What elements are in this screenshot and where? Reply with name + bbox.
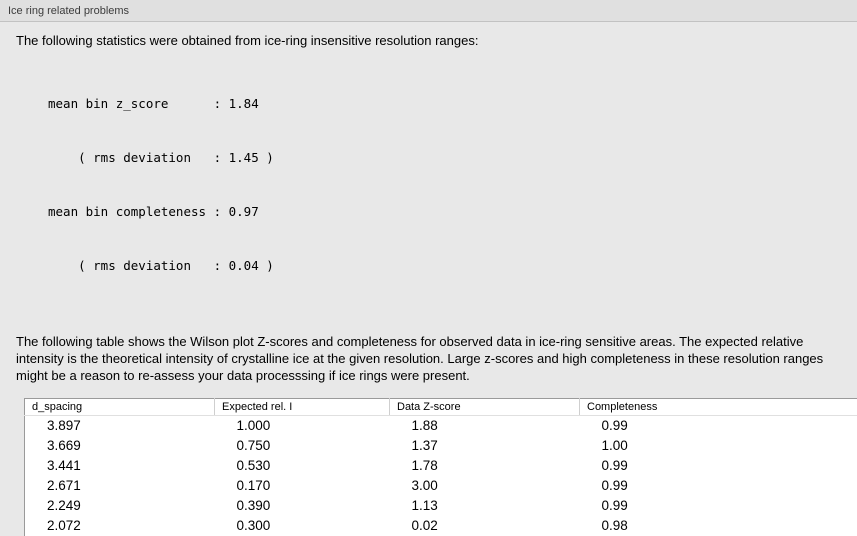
table-row[interactable]: 3.441 0.530 1.78 0.99 [25, 456, 857, 476]
table-row[interactable]: 2.249 0.390 1.13 0.99 [25, 496, 857, 516]
table-row[interactable]: 3.897 1.000 1.88 0.99 [25, 416, 857, 436]
column-header-expected-rel-i[interactable]: Expected rel. I [214, 398, 390, 416]
stats-block: mean bin z_score : 1.84 ( rms deviation … [48, 59, 841, 311]
table-cell: 0.99 [601, 418, 628, 434]
table-cell: 0.170 [236, 478, 271, 493]
table-cell: 0.750 [236, 438, 271, 453]
table-cell: 1.78 [411, 458, 438, 473]
table-cell: 0.99 [601, 498, 628, 513]
stats-line: mean bin z_score : 1.84 [48, 96, 259, 111]
column-header-data-z-score[interactable]: Data Z-score [389, 398, 580, 416]
table-cell: 2.072 [47, 518, 81, 533]
table-cell: 0.300 [236, 518, 271, 533]
column-header-completeness[interactable]: Completeness [579, 398, 857, 416]
table-cell: 3.897 [47, 418, 81, 434]
table-cell: 2.249 [47, 498, 81, 513]
table-cell: 0.390 [236, 498, 271, 513]
table-cell: 3.441 [47, 458, 81, 473]
table-cell: 1.13 [411, 498, 438, 513]
table-cell: 3.669 [47, 438, 81, 453]
table-row[interactable]: 2.671 0.170 3.00 0.99 [25, 476, 857, 496]
table-cell: 0.99 [601, 458, 628, 473]
column-header-d-spacing[interactable]: d_spacing [24, 398, 215, 416]
stats-line: ( rms deviation : 1.45 ) [48, 150, 274, 165]
table-cell: 0.98 [601, 518, 628, 533]
stats-line: ( rms deviation : 0.04 ) [48, 258, 274, 273]
intro-text: The following statistics were obtained f… [16, 33, 479, 48]
table-cell: 2.671 [47, 478, 81, 493]
stats-line: mean bin completeness : 0.97 [48, 204, 259, 219]
table-row[interactable]: 2.072 0.300 0.02 0.98 [25, 516, 857, 536]
panel-title: Ice ring related problems [8, 4, 130, 17]
description-text: The following table shows the Wilson plo… [16, 334, 824, 383]
table-cell: 1.00 [601, 438, 628, 453]
table-cell: 0.99 [601, 478, 628, 493]
table-container: d_spacing Expected rel. I Data Z-score C… [24, 398, 857, 536]
table-cell: 0.02 [411, 518, 438, 533]
table-row[interactable]: 3.669 0.750 1.37 1.00 [25, 436, 857, 456]
panel-content: The following statistics were obtained f… [0, 22, 857, 536]
table-cell: 0.530 [236, 458, 271, 473]
table-header-row: d_spacing Expected rel. I Data Z-score C… [24, 398, 857, 416]
panel-header: Ice ring related problems [0, 0, 857, 22]
ice-ring-table: d_spacing Expected rel. I Data Z-score C… [24, 398, 857, 536]
table-cell: 1.37 [411, 438, 438, 453]
table-cell: 1.000 [236, 418, 271, 434]
table-cell: 3.00 [411, 478, 438, 493]
table-cell: 1.88 [411, 418, 438, 434]
